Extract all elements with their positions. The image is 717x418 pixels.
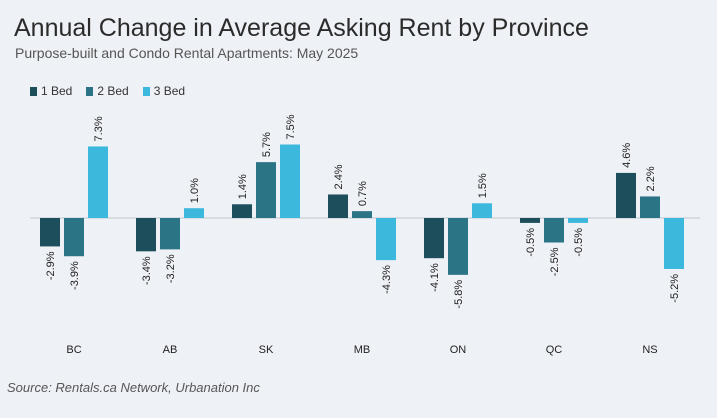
- legend-label-1-bed: 1 Bed: [41, 84, 73, 98]
- bar-ns-2-bed: [640, 196, 660, 218]
- data-label-on-3-bed: 1.5%: [477, 173, 489, 198]
- bar-sk-1-bed: [232, 204, 252, 218]
- bar-mb-3-bed: [376, 218, 396, 261]
- legend-label-2-bed: 2 Bed: [97, 84, 129, 98]
- data-label-mb-1-bed: 2.4%: [333, 164, 345, 189]
- bar-mb-1-bed: [328, 194, 348, 218]
- legend-item-1-bed: 1 Bed: [30, 84, 72, 98]
- data-label-ns-2-bed: 2.2%: [645, 166, 657, 191]
- legend: 1 Bed 2 Bed 3 Bed: [30, 84, 185, 98]
- data-label-ab-3-bed: 1.0%: [189, 178, 201, 203]
- category-label-on: ON: [450, 344, 467, 356]
- data-label-ab-2-bed: -3.2%: [165, 254, 177, 283]
- data-label-on-2-bed: -5.8%: [453, 280, 465, 309]
- bar-on-1-bed: [424, 218, 444, 259]
- bar-sk-2-bed: [256, 162, 276, 218]
- bar-ns-1-bed: [616, 172, 636, 218]
- legend-label-3-bed: 3 Bed: [153, 84, 186, 98]
- category-label-ns: NS: [642, 344, 657, 356]
- legend-swatch-1-bed: [30, 86, 37, 96]
- bar-qc-2-bed: [544, 218, 564, 243]
- data-label-on-1-bed: -4.1%: [429, 263, 441, 292]
- bar-bc-3-bed: [88, 146, 108, 218]
- bar-on-2-bed: [448, 218, 468, 275]
- category-label-ab: AB: [163, 344, 178, 356]
- data-label-ns-3-bed: -5.2%: [669, 274, 681, 303]
- legend-item-2-bed: 2 Bed: [86, 84, 129, 98]
- legend-swatch-3-bed: [142, 86, 150, 96]
- category-label-qc: QC: [546, 344, 563, 356]
- data-label-qc-2-bed: -2.5%: [549, 247, 561, 276]
- data-label-bc-2-bed: -3.9%: [69, 261, 81, 290]
- data-label-mb-2-bed: 0.7%: [357, 181, 369, 206]
- data-label-qc-1-bed: -0.5%: [525, 228, 537, 257]
- data-label-bc-1-bed: -2.9%: [45, 251, 57, 280]
- data-label-bc-3-bed: 7.3%: [93, 116, 105, 141]
- category-label-mb: MB: [354, 344, 371, 356]
- category-label-bc: BC: [66, 344, 81, 356]
- data-label-ns-1-bed: 4.6%: [621, 143, 633, 168]
- bar-bc-1-bed: [40, 218, 60, 247]
- category-label-sk: SK: [259, 344, 274, 356]
- data-label-sk-3-bed: 7.5%: [285, 114, 297, 139]
- bar-ab-3-bed: [184, 208, 204, 218]
- source-note: Source: Rentals.ca Network, Urbanation I…: [7, 380, 260, 395]
- bar-ab-1-bed: [136, 218, 156, 252]
- bar-ab-2-bed: [160, 218, 180, 250]
- data-label-qc-3-bed: -0.5%: [573, 228, 585, 257]
- bar-on-3-bed: [472, 203, 492, 218]
- chart-subtitle: Purpose-built and Condo Rental Apartment…: [15, 45, 359, 61]
- bar-sk-3-bed: [280, 144, 300, 218]
- data-label-sk-2-bed: 5.7%: [261, 132, 273, 157]
- data-label-ab-1-bed: -3.4%: [141, 256, 153, 285]
- bar-qc-1-bed: [520, 218, 540, 223]
- legend-item-3-bed: 3 Bed: [142, 84, 186, 98]
- data-label-sk-1-bed: 1.4%: [237, 174, 249, 199]
- data-label-mb-3-bed: -4.3%: [381, 265, 393, 294]
- bar-mb-2-bed: [352, 211, 372, 218]
- bar-ns-3-bed: [664, 218, 684, 269]
- bar-qc-3-bed: [568, 218, 588, 223]
- bar-bc-2-bed: [64, 218, 84, 257]
- legend-swatch-2-bed: [86, 86, 94, 96]
- chart-title: Annual Change in Average Asking Rent by …: [14, 14, 589, 42]
